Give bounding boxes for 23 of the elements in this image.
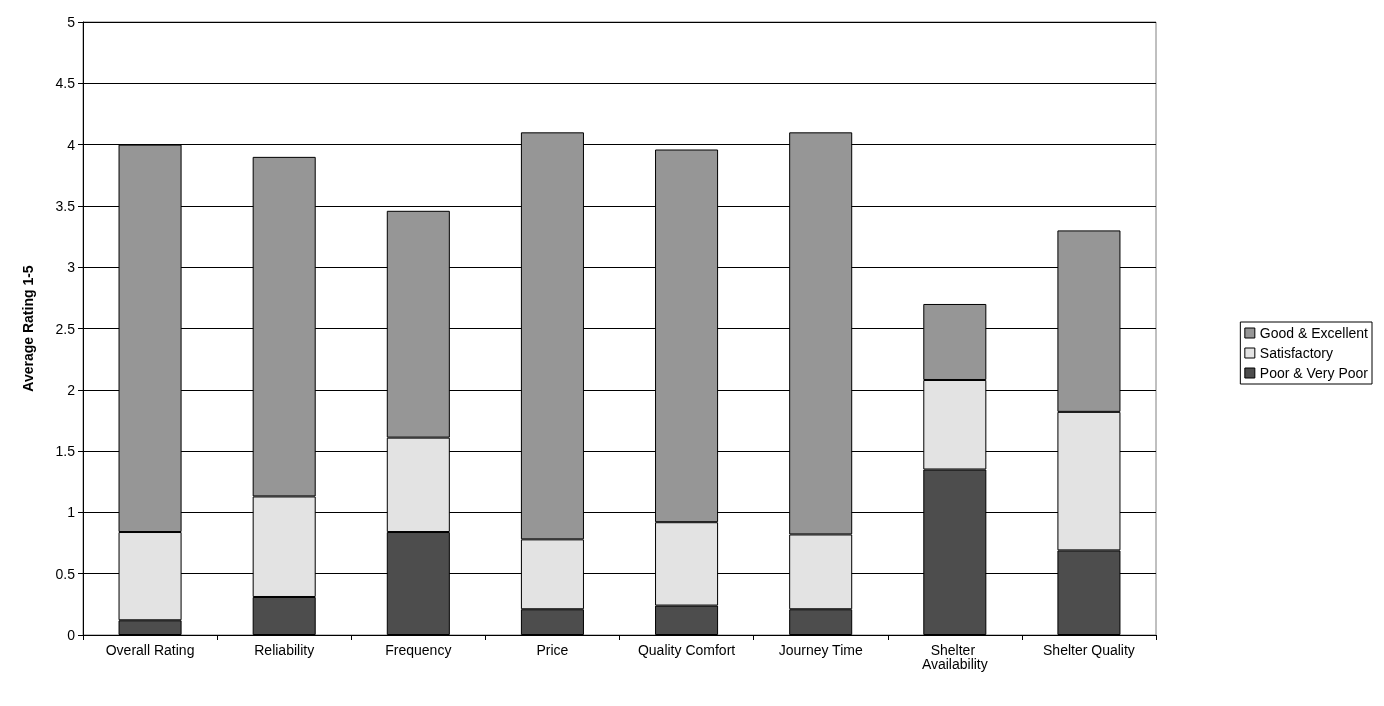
x-tick-label: Quality Comfort — [637, 642, 736, 658]
y-tick-label: 1 — [67, 504, 76, 521]
y-tick-label: 0.5 — [55, 565, 76, 582]
y-tick-label: 4.5 — [55, 75, 76, 92]
y-tick-label: 4 — [67, 136, 76, 153]
y-tick-label: 2.5 — [55, 320, 76, 337]
y-tick-label: 3 — [67, 259, 76, 276]
x-tick-label: Shelter Availability — [921, 642, 988, 672]
x-tick-label: Shelter Quality — [1043, 642, 1135, 658]
y-tick-label: 1.5 — [55, 443, 76, 460]
x-tick-label: Overall Rating — [105, 642, 195, 658]
legend-label: Satisfactory — [1259, 345, 1333, 361]
y-tick-label: 5 — [67, 14, 76, 30]
x-tick-label: Journey Time — [778, 642, 863, 658]
y-tick-label: 3.5 — [55, 197, 76, 214]
legend-label: Good & Excellent — [1259, 325, 1369, 341]
x-tick-label: Frequency — [385, 642, 452, 658]
x-tick-label: Price — [536, 642, 569, 658]
y-tick-label: 0 — [67, 627, 76, 643]
legend-label: Poor & Very Poor — [1259, 365, 1369, 381]
x-tick-label: Reliability — [254, 642, 315, 658]
y-axis-title: Average Rating 1-5 — [20, 265, 36, 392]
y-tick-label: 2 — [67, 381, 76, 398]
